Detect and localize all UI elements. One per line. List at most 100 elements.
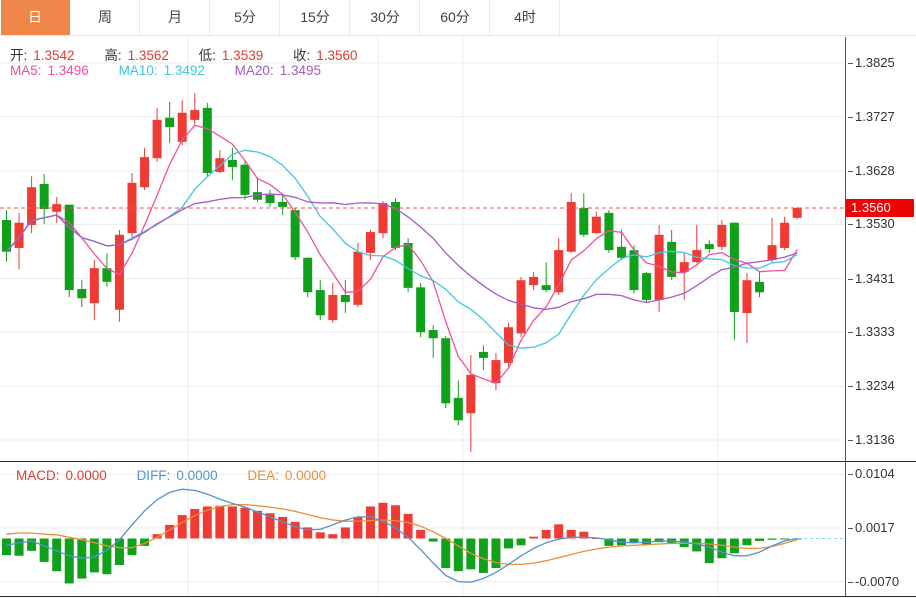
candle-body-up <box>566 201 576 252</box>
diff-line <box>6 488 798 583</box>
candle-body-down <box>478 351 488 358</box>
tick-mark <box>848 278 853 280</box>
tick-mark <box>848 170 853 172</box>
macd-bar-negative <box>654 538 664 543</box>
candle-body-down <box>340 294 350 303</box>
tick-mark <box>848 440 853 442</box>
macd-bar-negative <box>780 538 790 540</box>
candle-body-down <box>755 281 764 293</box>
candle-body-up <box>177 112 187 142</box>
price-tick-label: 1.3825 <box>855 54 895 70</box>
macd-tick-1: 0.0017 <box>848 520 914 536</box>
macd-bar-positive <box>165 524 175 539</box>
macd-bar-negative <box>453 538 463 572</box>
macd-bar-negative <box>516 538 526 546</box>
price-tick-1: 1.3727 <box>848 109 914 125</box>
candle-body-down <box>165 117 175 128</box>
macd-bar-positive <box>416 529 426 539</box>
candle-body-down <box>579 207 589 235</box>
price-tick-6: 1.3234 <box>848 378 914 394</box>
macd-bar-positive <box>353 516 363 539</box>
price-tick-label: 1.3136 <box>855 431 895 447</box>
ma-readout: MA5: 1.3496 MA10: 1.3492 MA20: 1.3495 <box>10 63 327 78</box>
macd-bar-positive <box>215 505 225 539</box>
candle-body-down <box>202 107 212 173</box>
ma10-line <box>6 149 798 349</box>
macd-bar-negative <box>692 538 702 552</box>
price-axis-line <box>845 37 846 597</box>
macd-bar-negative <box>629 538 639 543</box>
candle-body-up <box>127 182 137 234</box>
price-tick-label: 1.3333 <box>855 324 895 340</box>
timeframe-tab-2[interactable]: 月 <box>140 0 210 35</box>
candle-body-down <box>77 288 87 299</box>
macd-bar-positive <box>177 515 187 539</box>
macd-bar-positive <box>152 534 162 539</box>
candle-body-up <box>14 222 24 248</box>
macd-bar-negative <box>39 538 49 562</box>
macd-bar-negative <box>127 538 137 556</box>
macd-value: 0.0000 <box>65 468 107 483</box>
candle-body-down <box>403 243 413 288</box>
pane-divider <box>0 461 916 462</box>
candle-body-up <box>152 119 162 159</box>
macd-chart[interactable] <box>0 462 845 597</box>
macd-bar-positive <box>554 524 564 539</box>
candle-body-up <box>792 207 802 218</box>
candle-body-up <box>190 110 200 120</box>
low-value: 1.3539 <box>221 48 264 63</box>
timeframe-tabbar: 日周月 5分 15分 30分 60分 4时 <box>0 0 916 36</box>
macd-tick-0: 0.0104 <box>848 466 914 482</box>
macd-tick-label: 0.0017 <box>855 520 895 536</box>
timeframe-tab-0[interactable]: 日 <box>0 0 70 35</box>
macd-readout: MACD: 0.0000 DIFF: 0.0000 DEA: 0.0000 <box>16 468 332 483</box>
open-label: 开: <box>10 48 28 63</box>
candle-body-down <box>2 220 11 252</box>
macd-bar-negative <box>767 538 777 540</box>
timeframe-tab-5[interactable]: 30分 <box>350 0 420 35</box>
macd-bar-positive <box>315 532 325 539</box>
macd-bar-positive <box>529 536 539 539</box>
ma10-value: 1.3492 <box>163 63 205 78</box>
price-tick-label: 1.3530 <box>855 216 895 232</box>
candle-body-down <box>39 183 49 210</box>
candle-body-down <box>303 257 313 293</box>
tick-mark <box>848 224 853 226</box>
timeframe-tab-6[interactable]: 60分 <box>420 0 490 35</box>
price-tick-label: 1.3628 <box>855 162 895 178</box>
timeframe-tab-3[interactable]: 5分 <box>210 0 280 35</box>
macd-bar-negative <box>27 538 37 551</box>
timeframe-tab-7[interactable]: 4时 <box>490 0 560 35</box>
timeframe-tab-4[interactable]: 15分 <box>280 0 350 35</box>
timeframe-tab-1[interactable]: 周 <box>70 0 140 35</box>
ma20-label: MA20: <box>234 63 274 78</box>
candle-body-up <box>353 251 363 305</box>
candle-body-down <box>227 159 237 167</box>
macd-bar-negative <box>89 538 99 573</box>
price-tick-5: 1.3333 <box>848 324 914 340</box>
candle-body-down <box>453 397 463 421</box>
candle-body-down <box>667 241 677 277</box>
macd-label: MACD: <box>16 468 60 483</box>
candlestick-chart[interactable] <box>0 37 845 461</box>
ma20-value: 1.3495 <box>279 63 321 78</box>
candle-body-down <box>391 201 401 248</box>
macd-bar-negative <box>428 538 438 542</box>
tick-mark <box>848 474 853 476</box>
tick-mark <box>848 581 853 583</box>
macd-bar-negative <box>742 538 752 546</box>
macd-bar-negative <box>755 538 764 541</box>
ma20-line <box>6 193 798 311</box>
candle-body-up <box>328 294 338 321</box>
candle-body-down <box>428 330 438 339</box>
bottom-border <box>0 596 916 597</box>
candle-body-up <box>692 250 702 263</box>
macd-bar-positive <box>391 505 401 539</box>
macd-bar-positive <box>541 529 551 539</box>
macd-bar-positive <box>202 506 212 539</box>
macd-bar-negative <box>2 538 11 556</box>
high-value: 1.3562 <box>127 48 169 63</box>
macd-bar-positive <box>253 510 262 539</box>
candle-body-up <box>591 216 601 234</box>
macd-bar-positive <box>278 516 288 539</box>
